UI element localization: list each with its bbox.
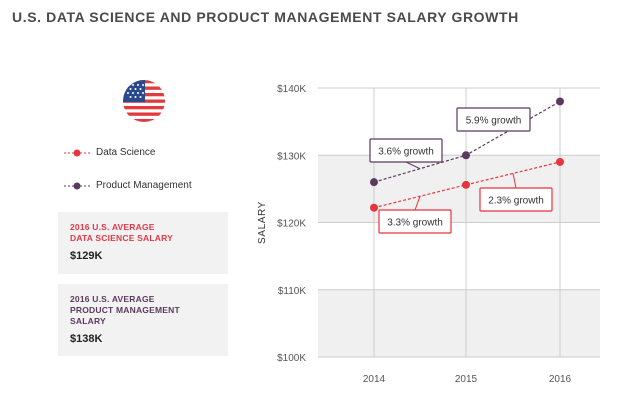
y-tick-label: $110K (278, 286, 307, 297)
annotation-label: 3.3% growth (387, 218, 443, 229)
annotation-connector (512, 173, 517, 189)
legend-item-product-management: Product Management (64, 180, 192, 191)
annotation-connector (414, 196, 421, 211)
data-point-product-management (462, 151, 470, 160)
chart-band (318, 155, 600, 223)
info-box-value: $138K (70, 333, 103, 345)
annotation-box (369, 138, 443, 163)
annotation-box (479, 187, 553, 212)
us-flag-icon (123, 80, 165, 122)
annotation-connector (405, 161, 421, 170)
x-tick-label: 2014 (363, 374, 386, 385)
legend-label-data-science: Data Science (96, 147, 156, 158)
y-tick-label: $120K (277, 219, 306, 230)
data-point-data-science (556, 157, 564, 166)
legend-label-product-management: Product Management (96, 180, 192, 191)
legend-marker-product-management (64, 182, 90, 189)
chart-band (318, 289, 600, 357)
data-point-data-science (462, 180, 470, 189)
growth-annotation: 5.9% growth (456, 107, 531, 132)
x-tick-label: 2016 (549, 374, 572, 385)
growth-annotation: 2.3% growth (479, 173, 553, 212)
y-tick-label: $130K (277, 151, 306, 162)
data-point-data-science (370, 203, 378, 212)
y-tick-label: $100K (277, 353, 306, 364)
annotation-label: 5.9% growth (466, 116, 522, 127)
annotation-label: 2.3% growth (488, 196, 544, 207)
annotation-label: 3.6% growth (378, 147, 434, 158)
info-box-title: 2016 U.S. AVERAGE DATA SCIENCE SALARY (70, 222, 173, 243)
growth-annotation: 3.6% growth (369, 138, 443, 170)
series-line-data-science (373, 161, 561, 209)
info-box-value: $129K (70, 250, 103, 262)
legend-marker-data-science (64, 149, 90, 156)
data-point-product-management (556, 97, 564, 106)
y-tick-label: $140K (277, 84, 306, 95)
growth-annotation: 3.3% growth (378, 196, 452, 234)
annotation-box (378, 209, 452, 234)
info-box-product-management: 2016 U.S. AVERAGE PRODUCT MANAGEMENT SAL… (58, 284, 228, 356)
info-box-data-science: 2016 U.S. AVERAGE DATA SCIENCE SALARY $1… (58, 212, 228, 274)
legend-item-data-science: Data Science (64, 147, 155, 158)
x-tick-label: 2015 (455, 374, 478, 385)
y-axis-title: SALARY (257, 201, 268, 244)
annotation-box (456, 107, 531, 132)
info-box-title: 2016 U.S. AVERAGE PRODUCT MANAGEMENT SAL… (70, 294, 180, 326)
page-title: U.S. DATA SCIENCE AND PRODUCT MANAGEMENT… (12, 9, 519, 25)
data-point-product-management (370, 178, 378, 187)
